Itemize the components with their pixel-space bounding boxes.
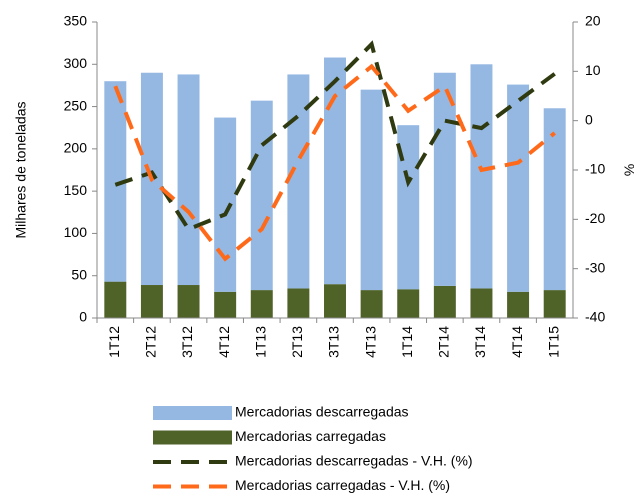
bar [397,289,420,318]
x-tick-label: 4T13 [362,326,378,358]
bar [250,100,273,291]
x-tick-label: 1T14 [399,326,415,358]
x-tick-label: 1T15 [545,326,561,358]
y2-tick-label: -10 [585,161,605,177]
bar [360,89,383,291]
bar [433,285,456,318]
bar [104,281,127,318]
x-tick-label: 2T13 [289,326,305,358]
bar [470,288,493,318]
x-tick-label: 2T14 [436,326,452,358]
y-tick-label: 250 [64,97,88,113]
legend-label: Mercadorias carregadas [235,428,386,444]
legend-swatch [153,406,232,420]
bar [250,290,273,318]
bar [470,64,493,289]
x-tick-label: 3T13 [326,326,342,358]
x-tick-label: 1T12 [106,326,122,358]
y2-tick-label: -30 [585,259,605,275]
bar [214,291,237,318]
bar [507,291,530,318]
y2-tick-label: 0 [585,111,593,127]
y-tick-label: 300 [64,55,88,71]
x-tick-label: 4T14 [509,326,525,358]
y2-tick-label: -20 [585,210,605,226]
y-tick-label: 50 [71,266,87,282]
bar [287,288,310,318]
y-tick-label: 100 [64,224,88,240]
y-tick-label: 0 [79,309,87,325]
bar [287,74,310,289]
bar [214,117,237,292]
y-tick-label: 350 [64,13,88,29]
bar [324,57,346,285]
bar [543,290,566,318]
bar [433,72,456,286]
bar [324,284,346,318]
y-tick-label: 150 [64,182,88,198]
bar [177,285,200,318]
x-tick-label: 3T12 [179,326,195,358]
legend-label: Mercadorias descarregadas - V.H. (%) [235,453,473,469]
legend-label: Mercadorias carregadas - V.H. (%) [235,477,450,493]
bar [140,285,163,318]
y2-tick-label: 10 [585,62,601,78]
y-tick-label: 200 [64,140,88,156]
bar [397,125,420,290]
legend-label: Mercadorias descarregadas [235,404,409,420]
bar [543,108,566,291]
y2-axis-label: % [621,164,637,176]
x-tick-label: 3T14 [472,326,488,358]
x-tick-label: 2T12 [143,326,159,358]
legend-swatch [153,430,232,445]
y2-tick-label: 20 [585,13,601,29]
x-tick-label: 1T13 [252,326,268,358]
bar [104,81,127,282]
bar [507,84,530,292]
line-series [113,63,556,262]
y2-tick-label: -40 [585,309,605,325]
y-axis-label: Milhares de toneladas [13,102,29,239]
line-series [114,40,556,232]
bar [177,74,200,286]
x-tick-label: 4T12 [216,326,232,358]
bar [360,290,383,318]
